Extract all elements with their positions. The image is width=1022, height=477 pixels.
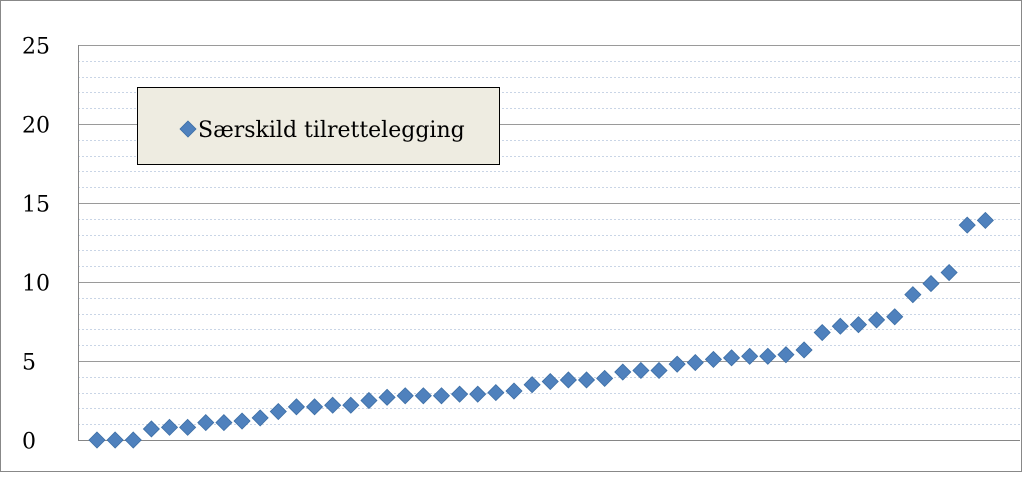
data-point <box>269 402 287 421</box>
data-point <box>378 388 396 406</box>
data-point <box>505 382 523 400</box>
legend-label: Særskild tilrettelegging <box>198 118 465 143</box>
data-point <box>324 396 342 414</box>
data-point <box>650 361 668 380</box>
legend: Særskild tilrettelegging <box>137 87 500 165</box>
legend-marker-diamond-icon <box>179 120 197 138</box>
data-point <box>451 385 469 403</box>
data-point <box>886 308 904 326</box>
y-tick-label: 5 <box>22 351 36 376</box>
data-point <box>541 372 559 391</box>
data-point <box>831 317 849 335</box>
data-point <box>704 350 722 368</box>
data-point <box>632 361 650 380</box>
data-point <box>197 414 215 432</box>
y-tick-label: 25 <box>22 35 50 60</box>
y-axis-tick-labels: 0 5 10 15 20 25 <box>22 35 50 455</box>
data-point <box>813 323 831 342</box>
data-point <box>849 316 868 334</box>
data-point <box>124 431 142 449</box>
data-point <box>614 363 632 381</box>
data-point <box>160 418 179 436</box>
data-point <box>88 431 106 449</box>
data-point <box>432 387 451 405</box>
data-point <box>904 286 922 304</box>
data-point <box>523 376 541 394</box>
data-point <box>722 349 741 367</box>
y-tick-label: 20 <box>22 114 50 139</box>
y-tick-label: 0 <box>22 430 36 455</box>
data-point <box>958 216 976 234</box>
data-point <box>487 384 505 402</box>
data-point <box>668 355 686 373</box>
data-point <box>233 412 251 430</box>
data-point <box>179 418 197 436</box>
data-point <box>686 354 704 372</box>
data-point <box>559 371 577 389</box>
data-point <box>868 311 886 329</box>
data-point <box>414 387 432 405</box>
data-point <box>106 431 124 449</box>
data-point <box>940 263 958 282</box>
data-point <box>741 347 759 365</box>
data-point <box>251 409 269 427</box>
legend-box <box>137 87 500 165</box>
data-point <box>396 387 414 405</box>
major-gridlines <box>78 45 1020 362</box>
data-point <box>976 211 994 229</box>
data-point <box>469 385 487 403</box>
data-point <box>360 391 378 410</box>
data-point <box>215 414 233 432</box>
data-point <box>577 371 596 389</box>
data-point <box>922 275 940 293</box>
data-point <box>795 341 813 359</box>
data-point <box>305 398 324 416</box>
data-point <box>142 420 160 438</box>
data-point <box>342 396 360 414</box>
data-point <box>287 398 305 416</box>
data-point <box>777 346 795 364</box>
data-point <box>759 347 777 365</box>
y-tick-label: 10 <box>22 272 50 297</box>
series-points <box>88 211 994 449</box>
data-point <box>596 369 614 387</box>
y-tick-label: 15 <box>22 193 50 218</box>
